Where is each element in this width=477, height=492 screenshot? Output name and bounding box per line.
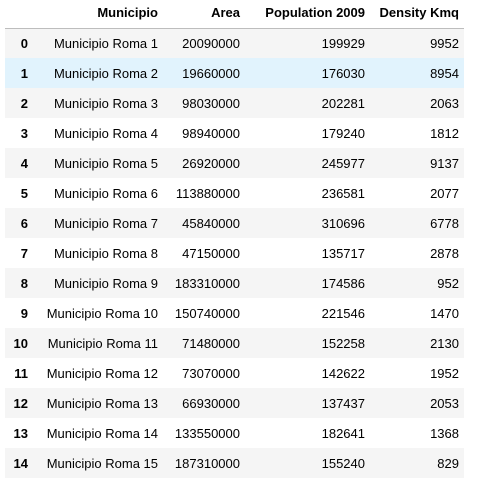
cell-population: 236581 <box>321 185 365 201</box>
cell-area: 187310000 <box>174 455 240 471</box>
cell-municipio: Municipio Roma 11 <box>47 335 158 351</box>
header-density: Density Kmq <box>370 0 464 29</box>
table-row: 12 Municipio Roma 13 66930000 137437 2053 <box>5 388 464 418</box>
table-row: 1 Municipio Roma 2 19660000 176030 8954 <box>5 58 464 88</box>
row-index: 4 <box>20 155 28 171</box>
table-row: 8 Municipio Roma 9 183310000 174586 952 <box>5 268 464 298</box>
row-index: 8 <box>20 275 28 291</box>
cell-area: 47150000 <box>182 245 240 261</box>
cell-area: 66930000 <box>182 395 240 411</box>
row-index: 7 <box>20 245 28 261</box>
cell-density: 1470 <box>430 305 459 321</box>
cell-municipio: Municipio Roma 14 <box>46 425 158 441</box>
table-row: 11 Municipio Roma 12 73070000 142622 1952 <box>5 358 464 388</box>
cell-density: 2878 <box>430 245 459 261</box>
cell-area: 19660000 <box>182 65 240 81</box>
cell-population: 221546 <box>321 305 365 321</box>
cell-population: 152258 <box>321 335 365 351</box>
cell-municipio: Municipio Roma 7 <box>53 215 158 231</box>
cell-municipio: Municipio Roma 13 <box>46 395 158 411</box>
cell-area: 98940000 <box>182 125 240 141</box>
table-row: 10 Municipio Roma 11 71480000 152258 2130 <box>5 328 464 358</box>
row-index: 10 <box>13 335 28 351</box>
row-index: 0 <box>20 35 28 51</box>
cell-density: 2053 <box>430 395 459 411</box>
cell-population: 310696 <box>321 215 365 231</box>
row-index: 2 <box>20 95 28 111</box>
cell-area: 150740000 <box>174 305 240 321</box>
table-row: 14 Municipio Roma 15 187310000 155240 829 <box>5 448 464 478</box>
dataframe-table: Municipio Area Population 2009 Density K… <box>5 0 464 478</box>
table-header: Municipio Area Population 2009 Density K… <box>5 0 464 29</box>
table-row: 3 Municipio Roma 4 98940000 179240 1812 <box>5 118 464 148</box>
cell-population: 135717 <box>321 245 365 261</box>
cell-population: 182641 <box>321 425 365 441</box>
cell-area: 98030000 <box>182 95 240 111</box>
cell-density: 829 <box>437 455 459 471</box>
row-index: 5 <box>20 185 28 201</box>
table-row: 5 Municipio Roma 6 113880000 236581 2077 <box>5 178 464 208</box>
table-row: 9 Municipio Roma 10 150740000 221546 1470 <box>5 298 464 328</box>
cell-population: 199929 <box>321 35 365 51</box>
row-index: 1 <box>20 65 28 81</box>
cell-municipio: Municipio Roma 12 <box>46 365 158 381</box>
cell-municipio: Municipio Roma 6 <box>53 185 158 201</box>
row-index: 6 <box>20 215 28 231</box>
cell-municipio: Municipio Roma 4 <box>53 125 158 141</box>
cell-population: 245977 <box>321 155 365 171</box>
cell-density: 2130 <box>430 335 459 351</box>
cell-municipio: Municipio Roma 2 <box>53 65 158 81</box>
header-area: Area <box>163 0 245 29</box>
cell-population: 179240 <box>321 125 365 141</box>
cell-area: 73070000 <box>182 365 240 381</box>
header-municipio: Municipio <box>33 0 163 29</box>
cell-density: 8954 <box>430 65 459 81</box>
cell-municipio: Municipio Roma 8 <box>53 245 158 261</box>
table-row: 2 Municipio Roma 3 98030000 202281 2063 <box>5 88 464 118</box>
header-population: Population 2009 <box>245 0 370 29</box>
table-row: 13 Municipio Roma 14 133550000 182641 1368 <box>5 418 464 448</box>
table-body: 0 Municipio Roma 1 20090000 199929 9952 1 Muni… <box>5 28 464 478</box>
cell-area: 183310000 <box>174 275 240 291</box>
table-row: 4 Municipio Roma 5 26920000 245977 9137 <box>5 148 464 178</box>
row-index: 13 <box>13 425 28 441</box>
cell-area: 133550000 <box>174 425 240 441</box>
cell-density: 1812 <box>430 125 459 141</box>
header-row: Municipio Area Population 2009 Density K… <box>5 0 464 29</box>
cell-municipio: Municipio Roma 5 <box>53 155 158 171</box>
cell-population: 174586 <box>321 275 365 291</box>
table-row: 6 Municipio Roma 7 45840000 310696 6778 <box>5 208 464 238</box>
cell-density: 1368 <box>430 425 459 441</box>
cell-density: 9137 <box>430 155 459 171</box>
cell-population: 137437 <box>321 395 365 411</box>
row-index: 14 <box>13 455 28 471</box>
row-index: 12 <box>13 395 28 411</box>
header-index <box>5 0 33 29</box>
cell-population: 202281 <box>321 95 365 111</box>
table-row: 7 Municipio Roma 8 47150000 135717 2878 <box>5 238 464 268</box>
cell-area: 71480000 <box>182 335 240 351</box>
table-row: 0 Municipio Roma 1 20090000 199929 9952 <box>5 28 464 58</box>
cell-density: 2077 <box>430 185 459 201</box>
cell-municipio: Municipio Roma 10 <box>46 305 158 321</box>
cell-density: 952 <box>437 275 459 291</box>
cell-density: 6778 <box>430 215 459 231</box>
cell-population: 142622 <box>321 365 365 381</box>
cell-area: 26920000 <box>182 155 240 171</box>
cell-area: 45840000 <box>182 215 240 231</box>
cell-municipio: Municipio Roma 9 <box>53 275 158 291</box>
cell-density: 9952 <box>430 35 459 51</box>
row-index: 3 <box>20 125 28 141</box>
cell-population: 176030 <box>321 65 365 81</box>
cell-population: 155240 <box>321 455 365 471</box>
cell-municipio: Municipio Roma 15 <box>46 455 158 471</box>
cell-area: 113880000 <box>175 185 240 201</box>
cell-area: 20090000 <box>182 35 240 51</box>
cell-municipio: Municipio Roma 1 <box>53 35 158 51</box>
cell-density: 1952 <box>430 365 459 381</box>
cell-density: 2063 <box>430 95 459 111</box>
row-index: 11 <box>14 365 28 381</box>
cell-municipio: Municipio Roma 3 <box>53 95 158 111</box>
row-index: 9 <box>20 305 28 321</box>
